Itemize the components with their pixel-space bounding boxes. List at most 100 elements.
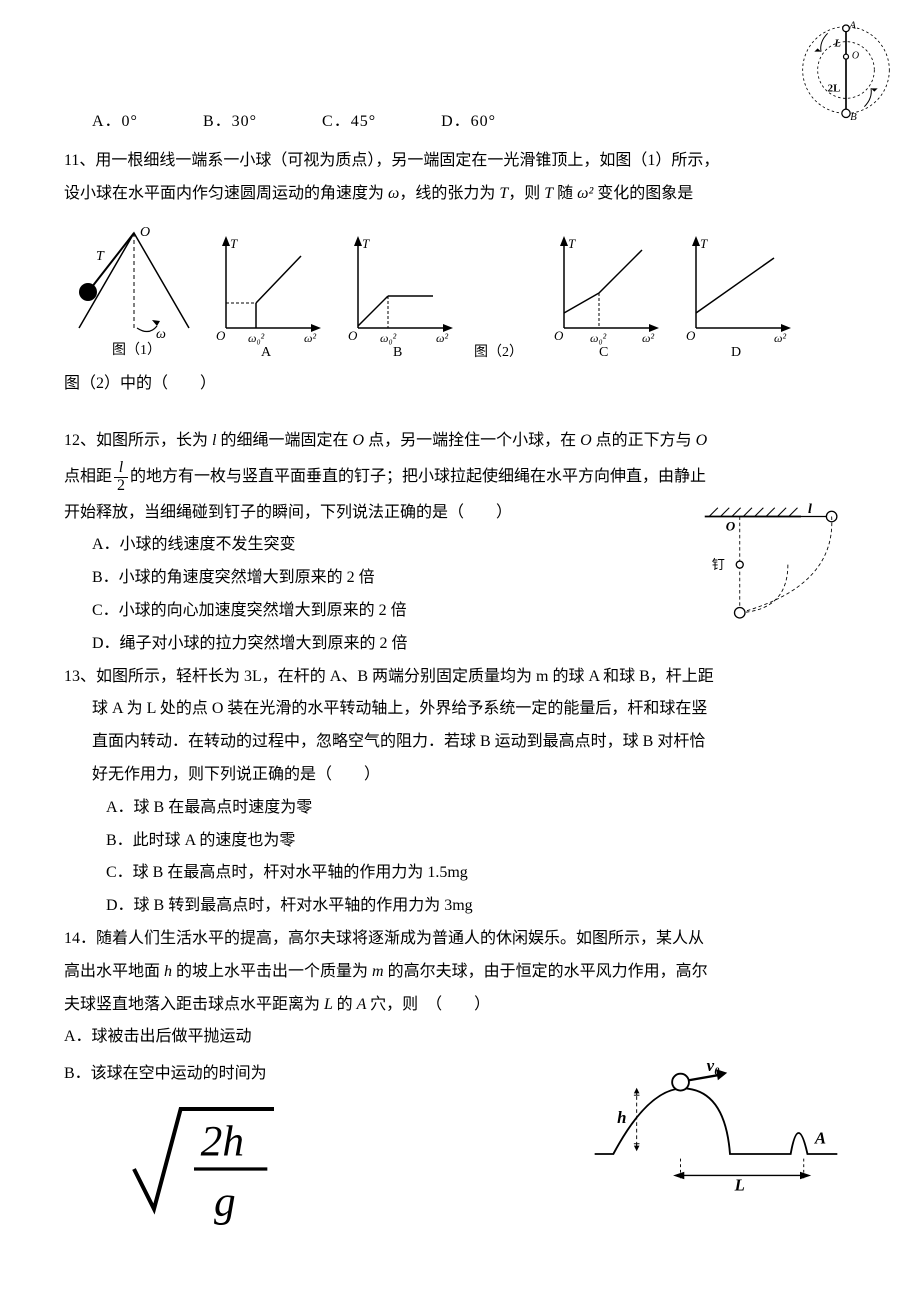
q12-frac: l2: [114, 460, 128, 495]
q11-B-O: O: [348, 328, 358, 343]
q11-D-T: T: [700, 236, 708, 251]
q11-stem-line2: 设小球在水平面内作匀速圆周运动的角速度为 ω，线的张力为 T，则 T 随 ω² …: [64, 180, 856, 209]
q12-stem1: 12、如图所示，长为 l 的细绳一端固定在 O 点，另一端拴住一个小球，在 O …: [64, 427, 856, 456]
q13-t1: 如图所示，轻杆长为 3L，在杆的 A、B 两端分别固定质量均为 m 的球 A 和…: [96, 668, 714, 685]
q14-opt-b: B．该球在空中运动的时间为 2h g: [64, 1060, 556, 1240]
q11-A-T: T: [230, 236, 238, 251]
q11-text2b: ，线的张力为: [399, 185, 499, 202]
q11-D-label: D: [731, 345, 741, 358]
q14-t2b: 的坡上水平击出一个质量为: [176, 963, 372, 980]
q11-option-A-graph: T O ω₀² ω² A: [206, 228, 326, 358]
q11-T2: T: [544, 185, 553, 202]
q10-label-B: B: [850, 111, 857, 120]
q14-t2c: 的高尔夫球，由于恒定的水平风力作用，高尔: [388, 963, 708, 980]
q13-stem1: 13、如图所示，轻杆长为 3L，在杆的 A、B 两端分别固定质量均为 m 的球 …: [64, 663, 856, 692]
q11-figure-row: O T ω 图（1） T O ω₀² ω² A: [64, 218, 856, 358]
q12-O2: O: [580, 432, 592, 449]
q13-stem3: 直面内转动．在转动的过程中，忽略空气的阻力．若球 B 运动到最高点时，球 B 对…: [92, 728, 856, 757]
q14-diagram: v₀ h A L: [576, 1056, 856, 1207]
q11-C-label: C: [599, 345, 608, 358]
q11-C-T: T: [568, 236, 576, 251]
q14-root-num: 2h: [201, 1118, 244, 1166]
q12-t1b: 的细绳一端固定在: [216, 432, 352, 449]
q11-text2e: 变化的图象是: [593, 185, 693, 202]
q10-diagram: A O L 2L B: [796, 20, 896, 120]
q14-stem3: 夫球竖直地落入距击球点水平距离为 L 的 A 穴，则 （ ）: [64, 991, 856, 1020]
q10-opt-a: A．0°: [92, 108, 138, 137]
q11-A-w: ω²: [304, 331, 316, 345]
q14-dia-v0: v₀: [707, 1056, 720, 1075]
q14-root: 2h g: [64, 1089, 344, 1240]
q12-O3: O: [696, 432, 708, 449]
q11-B-label: B: [393, 345, 402, 358]
q12-dia-O: O: [726, 518, 736, 533]
q12-t1d: 点的正下方与: [592, 432, 696, 449]
q11-option-B-graph: T O ω₀² ω² B: [338, 228, 458, 358]
q14-opt-b-prefix: B．该球在空中运动的时间为: [64, 1065, 267, 1082]
q11-A-O: O: [216, 328, 226, 343]
q14-stem1: 14．随着人们生活水平的提高，高尔夫球将逐渐成为普通人的休闲娱乐。如图所示，某人…: [64, 925, 856, 954]
q11-cone: O T ω 图（1）: [64, 218, 194, 358]
q13-stem2: 球 A 为 L 处的点 O 装在光滑的水平转动轴上，外界给予系统一定的能量后，杆…: [92, 695, 856, 724]
q12-dia-nail: 钉: [712, 557, 725, 572]
q12-t1: 如图所示，长为: [96, 432, 212, 449]
q11-C-w0: ω₀²: [590, 331, 607, 345]
q12-stem2: 点相距l2的地方有一枚与竖直平面垂直的钉子；把小球拉起使细绳在水平方向伸直，由静…: [64, 460, 856, 495]
q11-option-D-graph: T O ω² D: [676, 228, 796, 358]
q11-C-w: ω²: [642, 331, 654, 345]
q14-h: h: [164, 963, 176, 980]
q12-frac-den: 2: [114, 477, 128, 495]
q14-dia-L: L: [734, 1176, 745, 1195]
q11-omega2: ω²: [577, 185, 593, 202]
q11-B-T: T: [362, 236, 370, 251]
q14-dia-h: h: [617, 1108, 626, 1127]
q14-t2: 高出水平地面: [64, 963, 164, 980]
q13-opt-d: D．球 B 转到最高点时，杆对水平轴的作用力为 3mg: [106, 892, 856, 921]
q11-cone-w: ω: [156, 327, 166, 342]
q11-cone-T: T: [96, 249, 105, 264]
q10-opt-d: D．60°: [441, 108, 496, 137]
q11-B-w: ω²: [436, 331, 448, 345]
q12-t2b: 的地方有一枚与竖直平面垂直的钉子；把小球拉起使细绳在水平方向伸直，由静止: [130, 468, 706, 485]
q14-L: L: [324, 996, 337, 1013]
q11-A-label: A: [261, 345, 272, 358]
q13-stem4: 好无作用力，则下列说正确的是（ ）: [92, 761, 856, 790]
q11-T: T: [499, 185, 508, 202]
q13-number: 13、: [64, 668, 96, 685]
q10-opt-c: C．45°: [322, 108, 376, 137]
q11-text1: 用一根细线一端系一小球（可视为质点），另一端固定在一光滑锥顶上，如图（1）所示，: [95, 152, 719, 169]
q12-dia-l: l: [808, 502, 812, 517]
q11-D-O: O: [686, 328, 696, 343]
q11-text2c: ，则: [508, 185, 544, 202]
q11-C-O: O: [554, 328, 564, 343]
q14-root-svg: 2h g: [64, 1089, 344, 1229]
q14-dia-A: A: [814, 1129, 826, 1148]
q12-t1c: 点，另一端拴住一个小球，在: [364, 432, 580, 449]
q11-bottom: 图（2）中的（ ）: [64, 370, 856, 399]
q13-opt-c: C．球 B 在最高点时，杆对水平轴的作用力为 1.5mg: [106, 859, 856, 888]
q11-B-w0: ω₀²: [380, 331, 397, 345]
q12-number: 12、: [64, 432, 96, 449]
q11-cone-O: O: [140, 225, 150, 240]
q14-root-den: g: [214, 1178, 236, 1226]
q14-t3c: 穴，则 （ ）: [370, 996, 490, 1013]
q10-svg: A O L 2L B: [796, 20, 896, 120]
q11-caption-1: 图（1）: [112, 342, 161, 358]
q11-option-C-graph: T O ω₀² ω² C: [544, 228, 664, 358]
q13-opt-b: B．此时球 A 的速度也为零: [106, 827, 856, 856]
q14-row: B．该球在空中运动的时间为 2h g v₀: [64, 1056, 856, 1244]
q14-stem2: 高出水平地面 h 的坡上水平击出一个质量为 m 的高尔夫球，由于恒定的水平风力作…: [64, 958, 856, 987]
q11-text2d: 随: [553, 185, 577, 202]
q10-opt-b: B．30°: [203, 108, 257, 137]
q11-D-w: ω²: [774, 331, 786, 345]
q10-options: A．0° B．30° C．45° D．60°: [92, 108, 856, 137]
q14-t1: 随着人们生活水平的提高，高尔夫球将逐渐成为普通人的休闲娱乐。如图所示，某人从: [96, 930, 704, 947]
q14-number: 14．: [64, 930, 96, 947]
q11-A-w0: ω₀²: [248, 331, 265, 345]
q14-t3b: 的: [337, 996, 357, 1013]
q14-t3: 夫球竖直地落入距击球点水平距离为: [64, 996, 324, 1013]
q12-diagram: O l 钉: [676, 499, 856, 650]
q11-caption-2: 图（2）: [474, 344, 523, 358]
q12-frac-num: l: [114, 460, 128, 477]
q10-label-L: L: [833, 38, 841, 50]
